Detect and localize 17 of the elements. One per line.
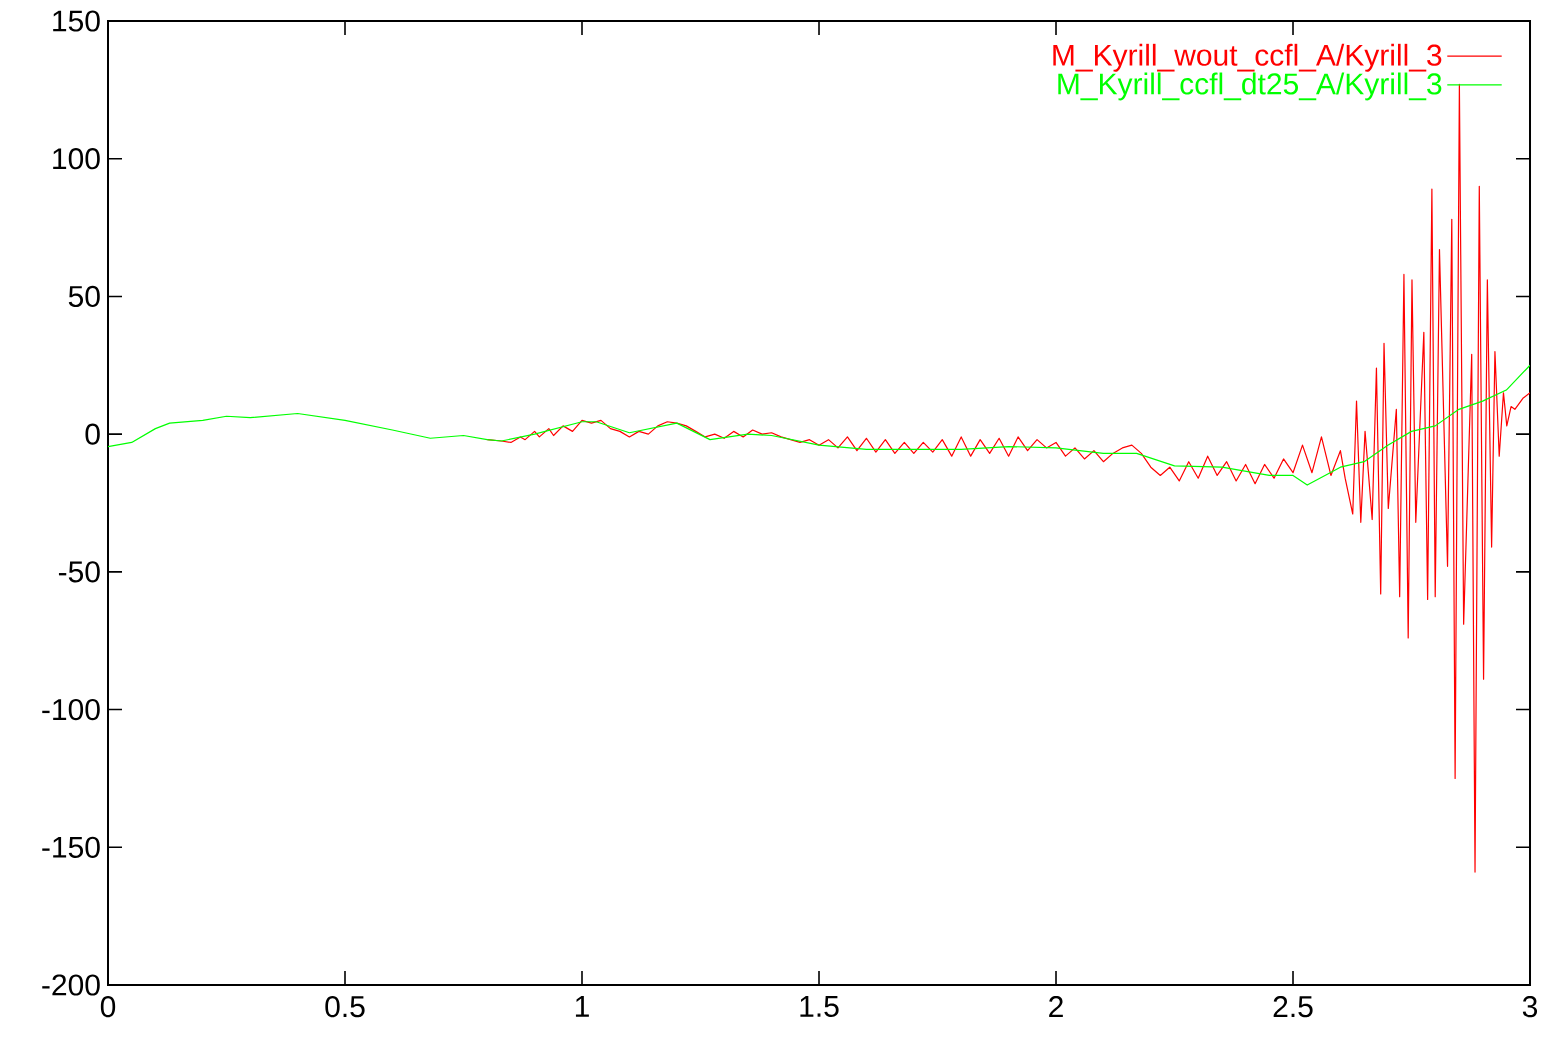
y-tick-label: -200 bbox=[42, 974, 100, 996]
x-tick-label: 2 bbox=[1049, 996, 1063, 1017]
y-tick-label: 100 bbox=[53, 148, 100, 170]
x-tick-label: 0 bbox=[100, 996, 116, 1018]
x-tick-label: 2.5 bbox=[1273, 996, 1313, 1018]
x-tick-label: 0.5 bbox=[325, 996, 365, 1018]
y-tick-label: -150 bbox=[42, 836, 100, 858]
y-tick-label: 0 bbox=[85, 423, 100, 445]
legend-label: M_Kyrill_wout_ccfl_A/Kyrill_3 bbox=[1053, 43, 1442, 72]
x-tick-label: 1.5 bbox=[800, 996, 839, 1017]
y-tick-label: -50 bbox=[58, 561, 100, 583]
y-tick-label: 50 bbox=[68, 285, 100, 308]
y-tick-label: -100 bbox=[42, 698, 100, 721]
y-tick-label: 150 bbox=[53, 10, 100, 32]
x-tick-label: 3 bbox=[1522, 996, 1538, 1018]
legend-label: M_Kyrill_ccfl_dt25_A/Kyrill_3 bbox=[1058, 72, 1442, 101]
x-tick-label: 1 bbox=[575, 996, 589, 1017]
